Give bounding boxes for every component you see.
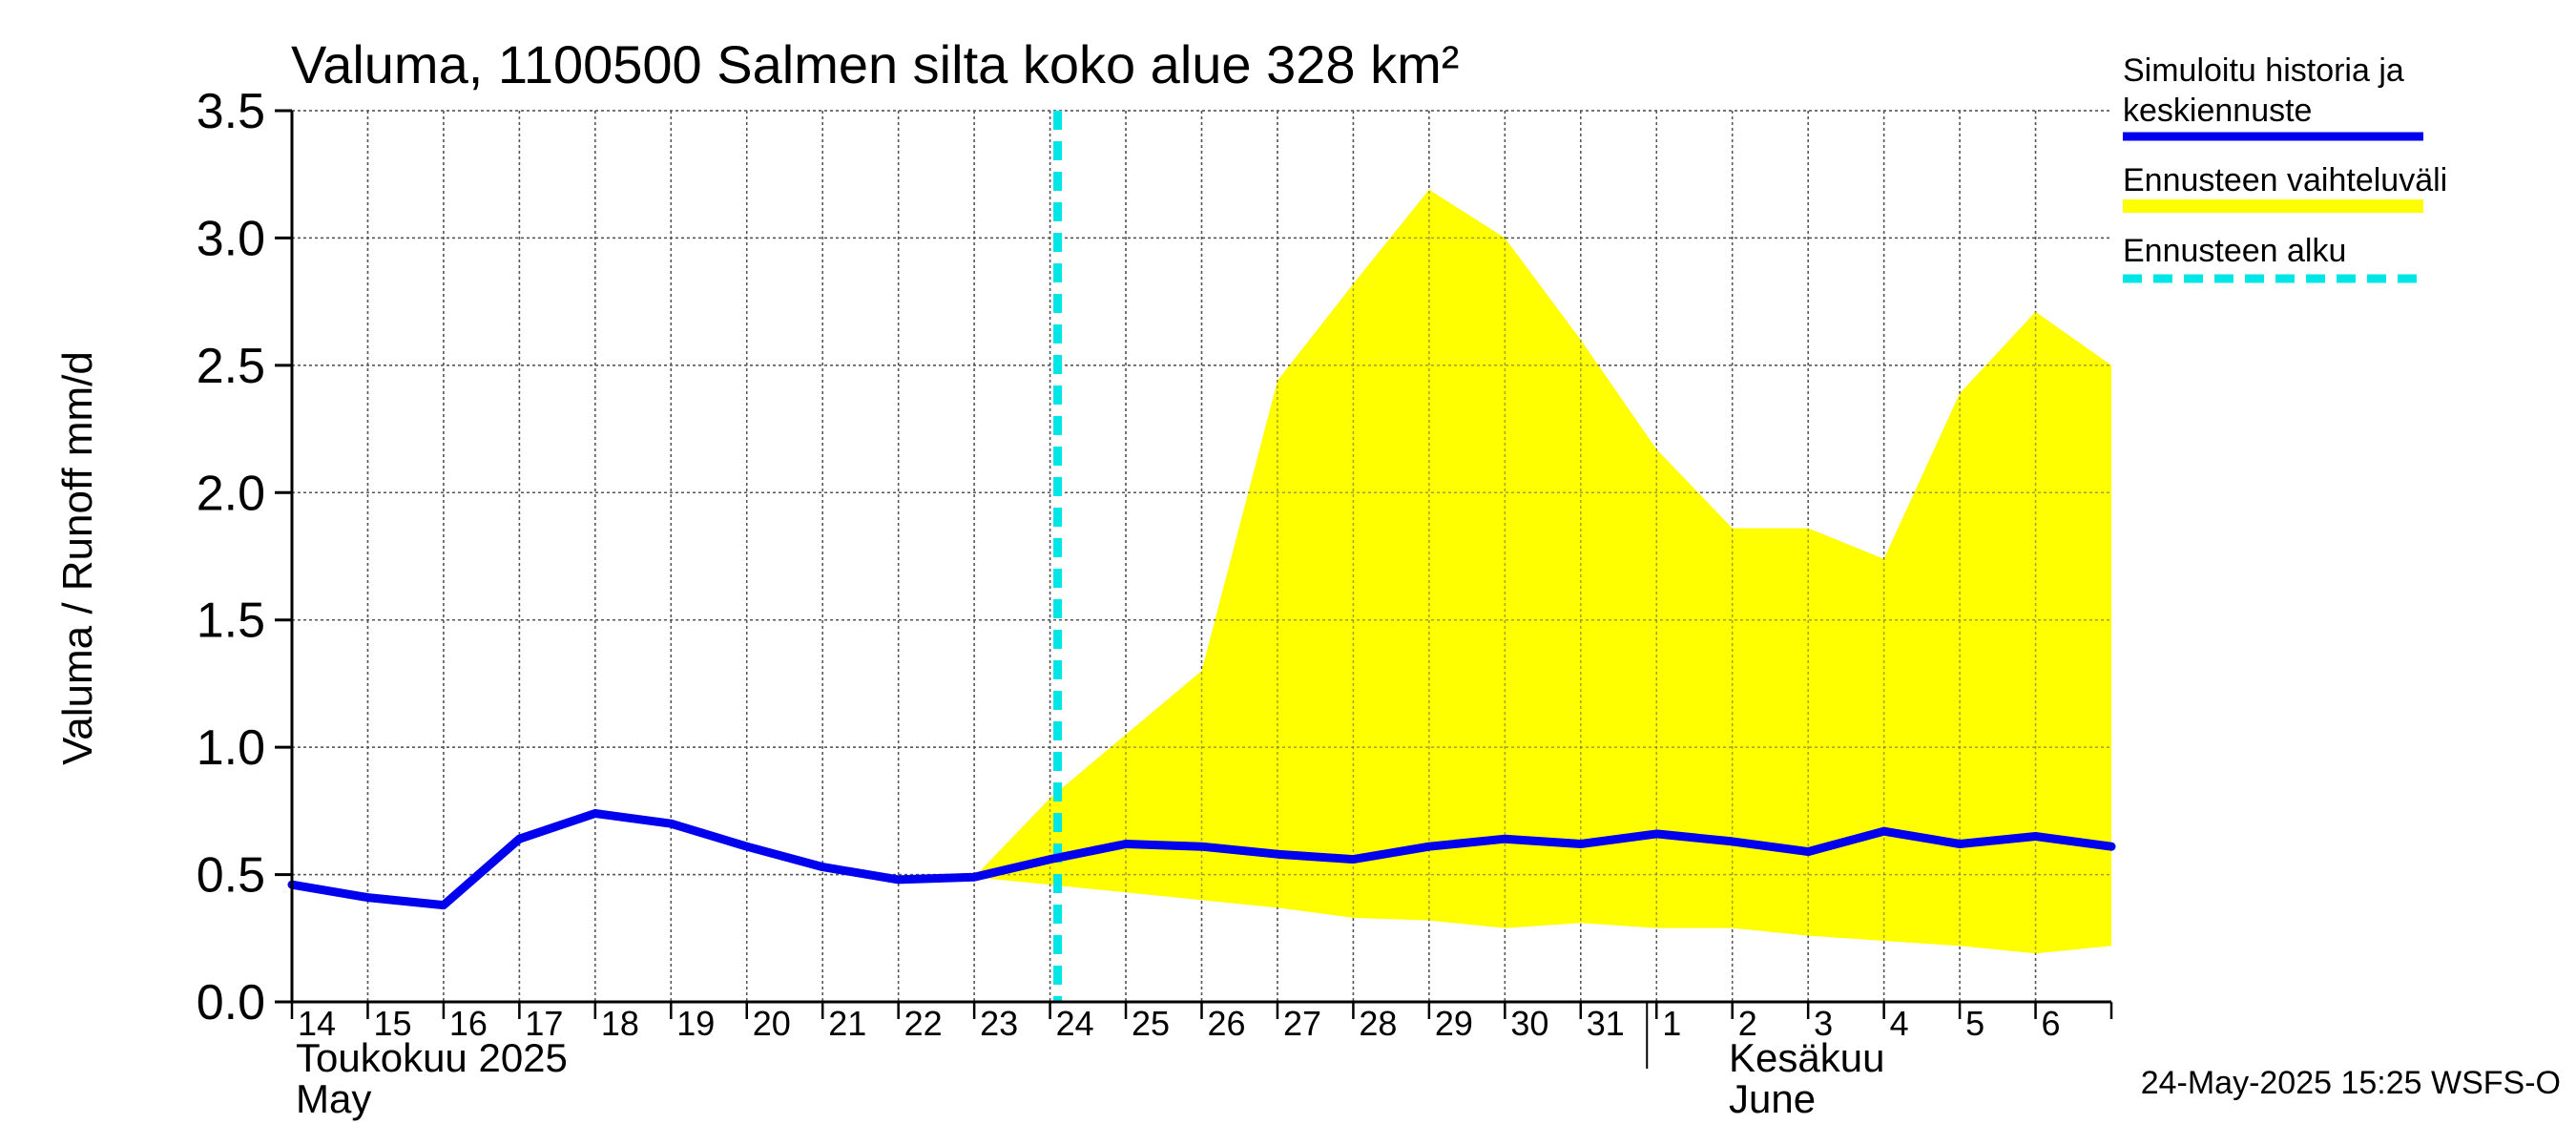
y-tick-label: 0.5: [197, 848, 265, 904]
x-tick-label: 4: [1890, 1004, 1909, 1043]
x-tick-label: 26: [1208, 1004, 1246, 1043]
y-tick-label: 2.5: [197, 339, 265, 394]
x-tick-label: 6: [2042, 1004, 2061, 1043]
y-tick-label: 0.0: [197, 975, 265, 1030]
y-axis-label: Valuma / Runoff mm/d: [54, 351, 101, 765]
x-tick-label: 15: [373, 1004, 411, 1043]
x-tick-label: 27: [1283, 1004, 1321, 1043]
month-label-june-en: June: [1729, 1076, 1816, 1121]
x-tick-label: 18: [601, 1004, 639, 1043]
x-tick-label: 22: [904, 1004, 943, 1043]
x-tick-label: 24: [1056, 1004, 1094, 1043]
x-tick-label: 19: [676, 1004, 715, 1043]
forecast-range-band-group: [974, 189, 2111, 954]
forecast-range-band: [974, 189, 2111, 954]
y-tick-label: 1.0: [197, 720, 265, 776]
y-tick-label: 3.5: [197, 84, 265, 139]
month-label-june-fi: Kesäkuu: [1729, 1035, 1884, 1080]
timestamp: 24-May-2025 15:25 WSFS-O: [2141, 1065, 2561, 1101]
x-tick-label: 17: [525, 1004, 563, 1043]
legend-label-forecast-start: Ennusteen alku: [2123, 233, 2346, 269]
chart-title: Valuma, 1100500 Salmen silta koko alue 3…: [291, 34, 1459, 94]
y-tick-label: 1.5: [197, 593, 265, 649]
legend: Simuloitu historia ja keskiennuste Ennus…: [2123, 52, 2447, 283]
month-label-may-fi: Toukokuu 2025: [296, 1035, 568, 1080]
y-tick-label: 3.0: [197, 211, 265, 266]
legend-label-mean-line1: Simuloitu historia ja: [2123, 52, 2404, 89]
axes: 0.00.51.01.52.02.53.03.514 15 16 17 18 19 20 21…: [197, 84, 2113, 1069]
x-tick-label: 30: [1510, 1004, 1548, 1043]
x-tick-label: 21: [828, 1004, 866, 1043]
mean-forecast-line-group: [287, 809, 2116, 910]
x-tick-label: 14: [298, 1004, 336, 1043]
x-tick-label: 28: [1359, 1004, 1397, 1043]
legend-label-mean-line2: keskiennuste: [2123, 93, 2312, 129]
x-tick-label: 29: [1435, 1004, 1473, 1043]
y-tick-label: 2.0: [197, 466, 265, 521]
x-tick-label: 25: [1132, 1004, 1170, 1043]
legend-label-range: Ennusteen vaihteluväli: [2123, 162, 2447, 198]
x-tick-label: 2: [1738, 1004, 1757, 1043]
x-tick-label: 20: [753, 1004, 791, 1043]
x-tick-label: 23: [980, 1004, 1018, 1043]
x-tick-label: 31: [1587, 1004, 1625, 1043]
x-tick-label: 3: [1814, 1004, 1833, 1043]
x-tick-label: 1: [1662, 1004, 1681, 1043]
month-label-may-en: May: [296, 1076, 371, 1121]
x-tick-label: 5: [1965, 1004, 1984, 1043]
x-tick-label: 16: [449, 1004, 488, 1043]
